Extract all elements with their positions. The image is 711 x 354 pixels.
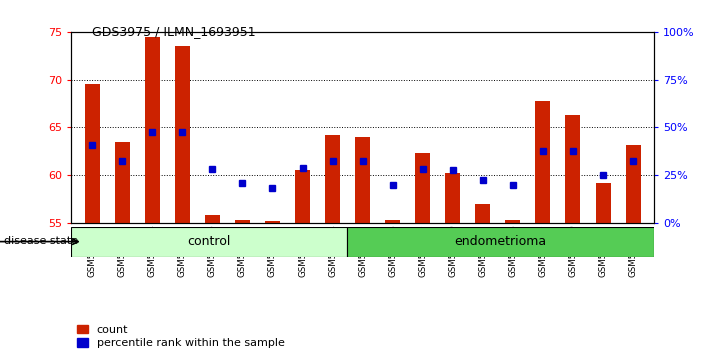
Bar <box>325 135 340 223</box>
Text: GDS3975 / ILMN_1693951: GDS3975 / ILMN_1693951 <box>92 25 256 38</box>
Legend: count, percentile rank within the sample: count, percentile rank within the sample <box>77 325 284 348</box>
Bar <box>476 204 491 223</box>
Text: disease state: disease state <box>4 236 77 246</box>
Bar <box>205 215 220 223</box>
Bar <box>347 227 654 257</box>
Bar <box>626 145 641 223</box>
Bar <box>445 173 460 223</box>
Bar <box>71 227 347 257</box>
Bar <box>235 220 250 223</box>
Bar <box>385 220 400 223</box>
Bar <box>175 46 190 223</box>
Text: endometrioma: endometrioma <box>454 235 547 248</box>
Bar <box>114 142 129 223</box>
Bar <box>355 137 370 223</box>
Bar <box>265 221 280 223</box>
Bar <box>415 153 430 223</box>
Text: control: control <box>188 235 231 248</box>
Bar <box>85 84 100 223</box>
Bar <box>145 37 160 223</box>
Bar <box>506 220 520 223</box>
Bar <box>565 115 580 223</box>
Bar <box>596 183 611 223</box>
Bar <box>295 170 310 223</box>
Bar <box>535 101 550 223</box>
